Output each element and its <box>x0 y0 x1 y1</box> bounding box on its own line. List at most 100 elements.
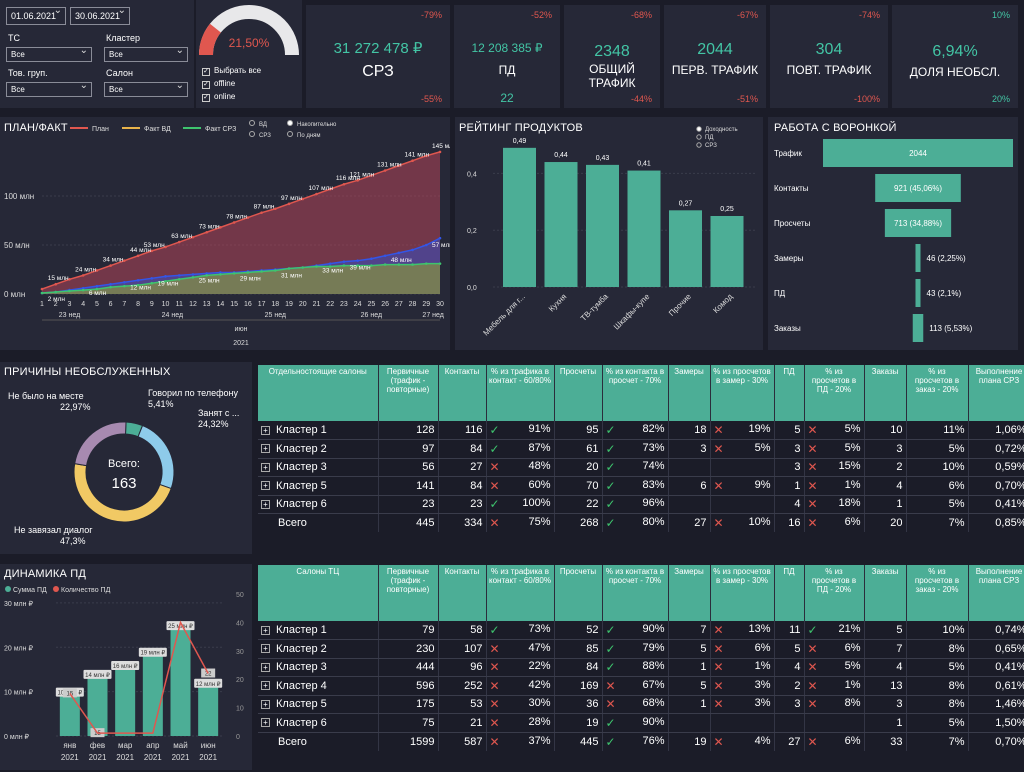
table-row[interactable]: + Кластер 1 79 58 ✓ 73% 52 ✓ 90% 7 ✕ 13% 11 ✓ 21% 5 10% 0… <box>258 621 1024 640</box>
y2-tick: 0 <box>236 734 240 741</box>
table-row[interactable]: + Кластер 3 56 27 ✕ 48% 20 ✓ 74% 3 ✕ 15% 2 10% 0,59% <box>258 458 1024 477</box>
bar-label: 0,27 <box>679 200 693 207</box>
col-header[interactable]: Просчеты <box>554 365 603 421</box>
cell: 3 <box>864 695 907 714</box>
cell: 4 <box>774 658 805 677</box>
cluster-select[interactable]: Все <box>104 45 188 62</box>
cell: 1,50% <box>968 713 1024 733</box>
table-row[interactable]: Всего 1599 587 ✕ 37% 445 ✓ 76% 19 ✕ 4% 27 ✕ 6% 33 7% 0,7… <box>258 732 1024 751</box>
expand-icon[interactable]: + <box>261 644 270 654</box>
expand-icon[interactable]: + <box>261 699 270 709</box>
expand-icon[interactable]: + <box>261 681 270 691</box>
cell: 268 <box>554 513 603 532</box>
col-header[interactable]: ПД <box>774 365 805 421</box>
col-header[interactable]: % из просчетов в ПД - 20% <box>804 565 865 621</box>
cell: 20 <box>864 513 907 532</box>
data-point <box>411 263 414 266</box>
table-row[interactable]: + Кластер 5 141 84 ✕ 60% 70 ✓ 83% 6 ✕ 9% 1 ✕ 1% 4 6% 0,70… <box>258 476 1024 496</box>
data-label: 48 млн <box>391 257 412 264</box>
col-header[interactable]: % из просчетов в заказ - 20% <box>906 365 969 421</box>
pct-cell: ✕ 10% <box>710 513 775 532</box>
bar-label: 0,41 <box>637 161 651 168</box>
expand-icon[interactable]: + <box>261 444 270 454</box>
col-header[interactable]: % из просчетов в замер - 30% <box>710 565 775 621</box>
expand-icon[interactable]: + <box>261 462 270 472</box>
col-header[interactable]: % из просчетов в замер - 30% <box>710 365 775 421</box>
reasons-panel: ПРИЧИНЫ НЕОБСЛУЖЕННЫХ Всего: 163 Не было н… <box>0 362 252 554</box>
cross-icon: ✕ <box>713 734 724 749</box>
plan-fact-chart: План Факт ВД Факт СРЗ ВД СРЗ Накопительно По д… <box>4 120 450 347</box>
col-header[interactable]: Просчеты <box>554 565 603 621</box>
date-from-field[interactable]: 01.06.2021 <box>6 5 66 25</box>
table-row[interactable]: + Кластер 2 230 107 ✕ 47% 85 ✓ 79% 5 ✕ 6% 5 ✕ 6% 7 8% 0,6… <box>258 639 1024 659</box>
salon-label: Салон <box>106 68 133 78</box>
cross-icon: ✕ <box>489 516 500 530</box>
bar-label: 0,43 <box>596 155 610 162</box>
data-point <box>136 254 140 258</box>
table-row[interactable]: + Кластер 6 23 23 ✓ 100% 22 ✓ 96% 4 ✕ 18% 1 5% 0,41% <box>258 495 1024 514</box>
expand-icon[interactable]: + <box>261 425 270 435</box>
col-header[interactable]: Выполнение плана СРЗ <box>968 365 1024 421</box>
col-header[interactable]: Контакты <box>438 565 487 621</box>
expand-icon[interactable]: + <box>261 625 270 635</box>
col-header[interactable]: % из контакта в просчет - 70% <box>602 565 669 621</box>
funnel-value: 2044 <box>909 149 927 158</box>
col-header[interactable]: % из контакта в просчет - 70% <box>602 365 669 421</box>
table-row[interactable]: + Кластер 6 75 21 ✕ 28% 19 ✓ 90% 1 5% 1,50% <box>258 713 1024 733</box>
col-header[interactable]: Замеры <box>668 365 711 421</box>
check-online[interactable]: ✓ online <box>202 92 236 102</box>
data-point <box>397 263 401 266</box>
series-area <box>42 263 440 294</box>
cell: 3 <box>864 439 907 459</box>
col-header[interactable]: ПД <box>774 565 805 621</box>
rating-chart: 0,0 0,2 0,4 Доходность ПД СРЗ 0,49 Мебель для г… <box>467 126 755 338</box>
slice-label: Занят с ... <box>198 408 239 418</box>
ts-select[interactable]: Все <box>6 45 92 62</box>
expand-icon[interactable]: + <box>261 481 270 491</box>
col-header[interactable]: Замеры <box>668 565 711 621</box>
col-header[interactable]: % из просчетов в заказ - 20% <box>906 565 969 621</box>
cell: 6 <box>668 476 711 496</box>
date-to-field[interactable]: 30.06.2021 <box>70 5 130 25</box>
data-label: 24 млн <box>75 266 96 273</box>
col-header[interactable]: Салоны ТЦ <box>258 565 379 621</box>
group-select[interactable]: Все <box>6 80 92 97</box>
data-point <box>246 216 250 219</box>
expand-icon[interactable]: + <box>261 499 270 509</box>
salon-select[interactable]: Все <box>104 80 188 97</box>
bar-label: 16 млн ₽ <box>113 663 138 670</box>
check-select-all[interactable]: ✓ Выбрать все <box>202 66 262 76</box>
funnel-category: ПД <box>774 289 786 298</box>
table-row[interactable]: + Кластер 2 97 84 ✓ 87% 61 ✓ 73% 3 ✕ 5% 3 ✕ 5% 3 5% 0,72% <box>258 439 1024 459</box>
cell: 5 <box>668 676 711 696</box>
col-header[interactable]: Заказы <box>864 365 907 421</box>
col-header[interactable]: Отдельностоящие салоны <box>258 365 379 421</box>
col-header[interactable]: Выполнение плана СРЗ <box>968 565 1024 621</box>
col-header[interactable]: Первичные (трафик - повторные) <box>378 565 439 621</box>
pct-cell <box>710 713 775 733</box>
table-row[interactable]: + Кластер 4 596 252 ✕ 42% 169 ✕ 67% 5 ✕ 3% 2 ✕ 1% 13 8% 0… <box>258 676 1024 696</box>
cell: 11 <box>774 621 805 640</box>
cell: 8% <box>906 639 969 659</box>
col-header[interactable]: Первичные (трафик - повторные) <box>378 365 439 421</box>
col-header[interactable]: % из трафика в контакт - 60/80% <box>486 565 555 621</box>
col-header[interactable]: Контакты <box>438 365 487 421</box>
col-header[interactable]: % из трафика в контакт - 60/80% <box>486 365 555 421</box>
table-row[interactable]: Всего 445 334 ✕ 75% 268 ✓ 80% 27 ✕ 10% 16 ✕ 6% 20 7% 0,8… <box>258 513 1024 532</box>
col-header[interactable]: Заказы <box>864 565 907 621</box>
table-row[interactable]: + Кластер 3 444 96 ✕ 22% 84 ✓ 88% 1 ✕ 1% 4 ✕ 5% 4 5% 0,41… <box>258 658 1024 677</box>
col-header[interactable]: % из просчетов в ПД - 20% <box>804 365 865 421</box>
cell: 5 <box>864 621 907 640</box>
legend-label: ПД <box>705 135 713 141</box>
table-row[interactable]: + Кластер 1 128 116 ✓ 91% 95 ✓ 82% 18 ✕ 19% 5 ✕ 5% 10 11… <box>258 421 1024 440</box>
expand-icon[interactable]: + <box>261 718 270 728</box>
cell: 23 <box>438 495 487 514</box>
expand-icon[interactable]: + <box>261 662 270 672</box>
data-point <box>205 272 208 275</box>
cell <box>668 458 711 477</box>
cell: 36 <box>554 695 603 714</box>
check-offline[interactable]: ✓ offline <box>202 79 236 89</box>
cell: 0,61% <box>968 676 1024 696</box>
pct-cell: ✕ 37% <box>486 732 555 751</box>
table-row[interactable]: + Кластер 5 175 53 ✕ 30% 36 ✕ 68% 1 ✕ 3% 3 ✕ 8% 3 8% 1,46… <box>258 695 1024 714</box>
